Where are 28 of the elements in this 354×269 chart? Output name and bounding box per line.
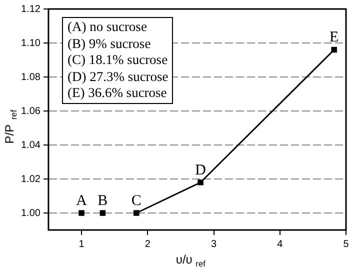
point	[78, 210, 84, 216]
annotation: B	[98, 192, 108, 209]
y-axis-title: P/Pref	[2, 109, 19, 144]
y-tick-label: 1.00	[20, 208, 41, 219]
annotation: (B) 9% sucrose	[67, 36, 152, 52]
annotation: (A) no sucrose	[67, 19, 148, 36]
annotation: E	[330, 30, 339, 46]
point	[134, 210, 140, 216]
y-tick-label: 1.12	[20, 4, 41, 15]
y-tick-label: 1.02	[20, 174, 41, 185]
point	[100, 210, 106, 216]
annotation: A	[76, 192, 88, 209]
point	[331, 46, 337, 53]
x-tick-label: 1	[78, 238, 85, 250]
y-tick-label: 1.08	[20, 72, 41, 83]
x-tick-label: 4	[277, 238, 284, 250]
annotation: (E) 36.6% sucrose	[67, 85, 168, 102]
annotation: C	[131, 192, 142, 209]
annotation: D	[195, 162, 206, 178]
y-tick-label: 1.10	[20, 38, 41, 49]
x-tick-label: 5	[343, 238, 350, 250]
annotation: (D) 27.3% sucrose	[67, 68, 168, 85]
annotation: (C) 18.1% sucrose	[67, 52, 168, 68]
x-tick-label: 3	[210, 238, 217, 250]
y-tick-label: 1.06	[20, 106, 41, 117]
x-tick-label: 2	[144, 238, 151, 250]
y-tick-label: 1.04	[20, 140, 41, 151]
point	[198, 180, 204, 186]
